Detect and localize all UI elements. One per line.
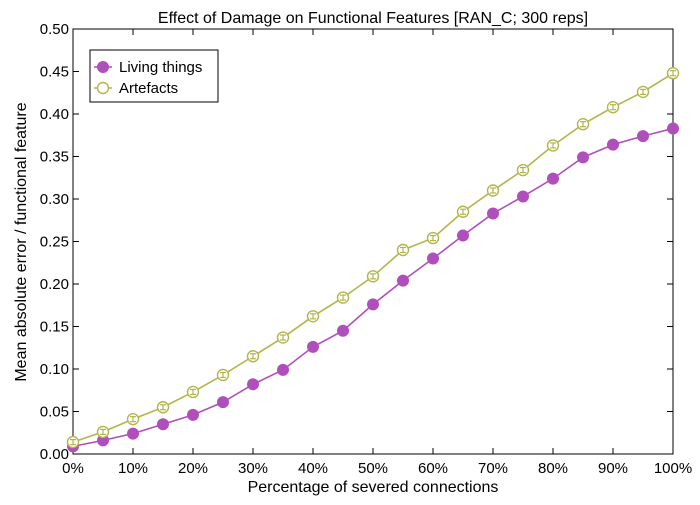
y-tick-label: 0.35 bbox=[40, 149, 69, 166]
x-tick-label: 30% bbox=[238, 460, 268, 477]
data-point-living-things bbox=[487, 207, 499, 220]
series-line-living-things bbox=[72, 127, 674, 448]
legend-box bbox=[89, 49, 219, 103]
plot-area: 0% 10% 20% 30% 40% 50% 60% 70% 80% 90% 100% 0.00 0.0… bbox=[40, 21, 692, 477]
data-point-living-things bbox=[367, 298, 379, 311]
data-point-living-things bbox=[157, 418, 169, 431]
legend-label-living-things: Living things bbox=[119, 59, 202, 76]
y-tick-label: 0.00 bbox=[40, 446, 69, 463]
data-point-living-things bbox=[277, 363, 289, 376]
x-tick-label: 60% bbox=[418, 460, 448, 477]
x-tick-label: 0% bbox=[62, 460, 84, 477]
data-point-living-things bbox=[307, 340, 319, 353]
data-point-living-things bbox=[637, 130, 649, 143]
y-axis-label: Mean absolute error / functional feature bbox=[13, 102, 30, 381]
x-tick-label: 90% bbox=[598, 460, 628, 477]
x-tick-label: 20% bbox=[178, 460, 208, 477]
x-tick-label: 40% bbox=[298, 460, 328, 477]
x-tick-label: 50% bbox=[358, 460, 388, 477]
legend: Living things Artefacts bbox=[89, 49, 219, 103]
x-tick-label: 10% bbox=[118, 460, 148, 477]
legend-label-artefacts: Artefacts bbox=[119, 80, 178, 97]
data-point-living-things bbox=[187, 408, 199, 421]
series-artefacts bbox=[66, 66, 680, 449]
data-point-living-things bbox=[217, 396, 229, 409]
x-tick-label: 80% bbox=[538, 460, 568, 477]
data-point-living-things bbox=[337, 324, 349, 337]
data-point-living-things bbox=[397, 274, 409, 287]
y-tick-label: 0.50 bbox=[40, 21, 69, 38]
chart-title: Effect of Damage on Functional Features … bbox=[158, 10, 588, 27]
data-point-living-things bbox=[547, 172, 559, 185]
y-tick-label: 0.40 bbox=[40, 106, 69, 123]
data-point-living-things bbox=[517, 190, 529, 203]
data-point-living-things bbox=[577, 151, 589, 164]
y-tick-label: 0.05 bbox=[40, 404, 69, 421]
y-tick-label: 0.30 bbox=[40, 191, 69, 208]
data-point-living-things bbox=[607, 138, 619, 151]
y-tick-label: 0.20 bbox=[40, 276, 69, 293]
data-point-living-things bbox=[247, 378, 259, 391]
data-point-living-things bbox=[127, 427, 139, 440]
data-point-living-things bbox=[427, 252, 439, 265]
y-tick-label: 0.10 bbox=[40, 361, 69, 378]
x-tick-label: 100% bbox=[654, 460, 692, 477]
data-point-living-things bbox=[457, 229, 469, 242]
y-tick-label: 0.25 bbox=[40, 234, 69, 251]
x-tick-label: 70% bbox=[478, 460, 508, 477]
legend-marker-artefacts bbox=[96, 81, 110, 95]
y-tick-label: 0.45 bbox=[40, 64, 69, 81]
x-axis-label: Percentage of severed connections bbox=[248, 479, 499, 496]
legend-marker-living-things bbox=[97, 61, 109, 73]
y-tick-label: 0.15 bbox=[40, 319, 69, 336]
data-point-living-things bbox=[667, 122, 679, 135]
